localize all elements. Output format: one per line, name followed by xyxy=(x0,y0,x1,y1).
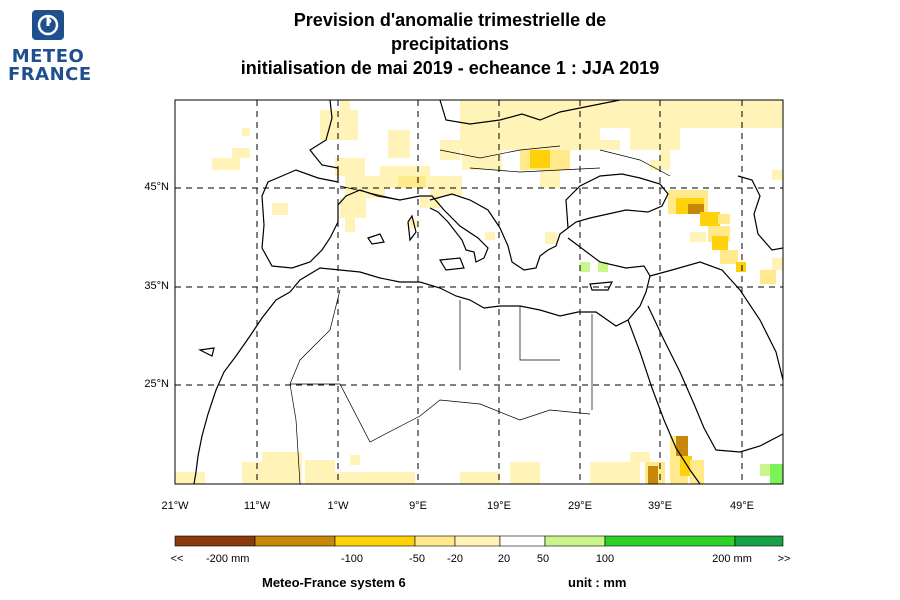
longitude-label: 1°W xyxy=(327,500,349,512)
colorbar-segment xyxy=(454,535,501,547)
graticule xyxy=(175,100,783,484)
colorbar-label: 200 mm xyxy=(712,553,752,565)
logo-line1: METEO xyxy=(11,46,85,67)
longitude-label: 11°W xyxy=(243,500,271,512)
meteo-france-logo: METEO FRANCE xyxy=(8,8,91,90)
colorbar-label: >> xyxy=(777,553,791,565)
colorbar-label: -20 xyxy=(447,553,463,565)
unit-label: unit : mm xyxy=(568,575,627,590)
longitude-label: 21°W xyxy=(161,500,189,512)
longitude-label: 19°E xyxy=(487,500,511,512)
latitude-label: 35°N xyxy=(144,280,169,292)
colorbar-label: -200 mm xyxy=(206,553,250,565)
colorbar xyxy=(174,535,784,547)
colorbar-segment xyxy=(499,535,546,547)
coastlines xyxy=(193,100,783,484)
colorbar-segment xyxy=(604,535,736,547)
latitude-label: 25°N xyxy=(144,378,169,390)
latitude-label: 45°N xyxy=(144,181,169,193)
colorbar-label: -100 xyxy=(340,553,364,565)
longitude-label: 49°E xyxy=(730,500,754,512)
title-line1: Prevision d'anomalie trimestrielle de xyxy=(293,10,607,30)
longitude-label: 29°E xyxy=(568,500,592,512)
logo-line2: FRANCE xyxy=(8,64,92,85)
colorbar-label: -50 xyxy=(409,553,425,565)
colorbar-segment xyxy=(254,535,336,547)
model-label: Meteo-France system 6 xyxy=(262,575,406,590)
chart-title: Prevision d'anomalie trimestrielle de pr… xyxy=(180,8,720,80)
anomaly-cells xyxy=(175,100,783,484)
colorbar-segment xyxy=(414,535,456,547)
longitude-label: 39°E xyxy=(648,500,672,512)
colorbar-segment xyxy=(544,535,606,547)
colorbar-label: 100 xyxy=(595,553,615,565)
colorbar-label: << xyxy=(170,553,184,565)
colorbar-segment xyxy=(174,535,256,547)
logo-icon xyxy=(32,10,64,40)
colorbar-label: 50 xyxy=(536,553,550,565)
map-frame xyxy=(174,99,784,485)
colorbar-segment xyxy=(734,535,784,547)
colorbar-segment xyxy=(334,535,416,547)
longitude-label: 9°E xyxy=(409,500,427,512)
title-line3: initialisation de mai 2019 - echeance 1 … xyxy=(240,58,660,78)
title-line2: precipitations xyxy=(390,34,510,54)
colorbar-label: 20 xyxy=(497,553,511,565)
